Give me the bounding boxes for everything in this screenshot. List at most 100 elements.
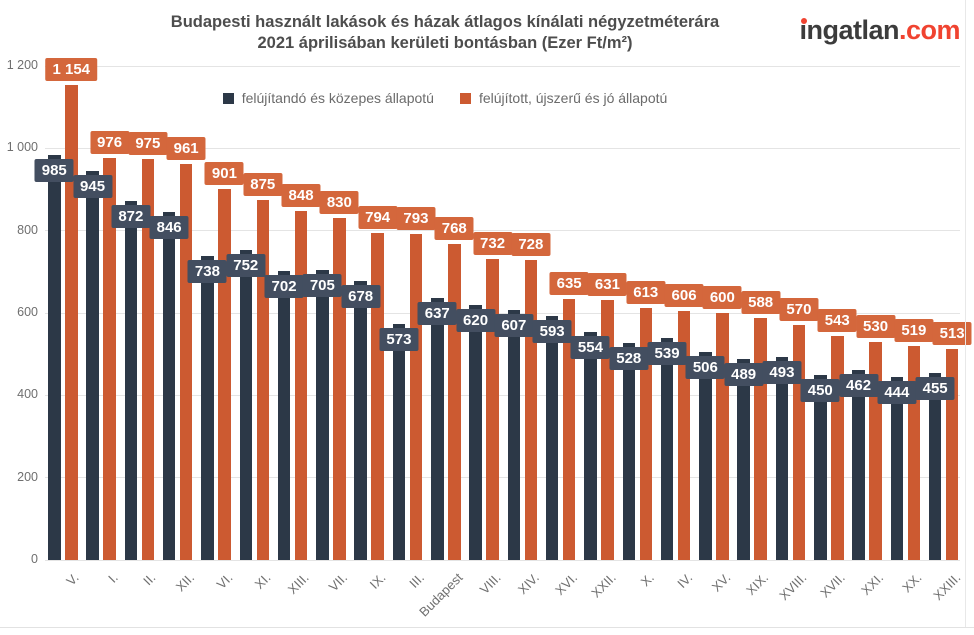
bar-value-label-orange-XV.: 600 xyxy=(702,286,742,309)
bar-dark-X. xyxy=(622,342,635,560)
bar-value-label-dark-II.: 872 xyxy=(111,205,151,229)
bar-dark-V. xyxy=(48,154,61,560)
bar-value-label-dark-VI.: 738 xyxy=(187,260,227,284)
legend-label-1: felújított, újszerű és jó állapotú xyxy=(478,90,668,106)
chart-title-line2: 2021 áprilisában kerületi bontásban (Eze… xyxy=(257,34,633,52)
bar-value-label-dark-Budapest: 637 xyxy=(417,301,457,325)
bar-value-label-orange-XVIII.: 570 xyxy=(779,298,819,322)
x-axis-label-IX.: IX. xyxy=(366,570,389,592)
bar-value-label-orange-X.: 613 xyxy=(626,280,666,304)
logo-dotless-i: ı xyxy=(799,15,807,45)
legend-entry-0: felújítandó és közepes állapotú xyxy=(222,90,434,106)
bar-orange-XVII. xyxy=(831,336,844,560)
bar-orange-II. xyxy=(141,158,155,560)
bar-dark-XXII. xyxy=(584,331,597,560)
bar-value-label-orange-XVII.: 543 xyxy=(817,309,857,333)
bar-dark-IX. xyxy=(354,280,367,560)
bar-value-label-dark-XII.: 846 xyxy=(149,215,189,239)
x-axis-label-XIX.: XIX. xyxy=(743,570,772,598)
bar-value-label-orange-XXI.: 530 xyxy=(856,314,896,338)
bar-value-label-dark-IX.: 678 xyxy=(341,284,381,308)
bar-dark-XVI. xyxy=(545,315,559,560)
y-axis-label: 1 200 xyxy=(6,58,38,72)
bar-orange-Budapest xyxy=(448,243,461,560)
logo-tld-text: .com xyxy=(898,15,961,45)
x-axis-label-XXI.: XXI. xyxy=(858,570,887,598)
image-edge-bottom xyxy=(0,627,974,628)
x-axis-label-II.: II. xyxy=(140,570,159,589)
bar-value-label-orange-XI.: 875 xyxy=(243,172,283,196)
bar-value-label-orange-VII.: 830 xyxy=(319,191,359,215)
bar-value-label-dark-IV.: 539 xyxy=(647,342,687,366)
bar-value-label-orange-XII.: 961 xyxy=(166,137,206,161)
bar-value-label-orange-VI.: 901 xyxy=(204,162,244,186)
x-axis-label-XIII.: XIII. xyxy=(284,570,312,597)
y-axis-label: 600 xyxy=(17,305,38,319)
x-axis-label-XX.: XX. xyxy=(899,570,925,596)
bar-dark-XII. xyxy=(162,211,176,560)
bar-dark-XIII. xyxy=(277,271,291,560)
bar-orange-X. xyxy=(639,307,652,560)
bar-value-label-dark-XXII.: 554 xyxy=(570,335,610,359)
bar-value-label-orange-XIX.: 588 xyxy=(741,290,781,314)
bar-value-label-orange-III.: 793 xyxy=(396,206,436,230)
bar-value-label-orange-XIII.: 848 xyxy=(281,183,321,207)
x-axis-label-XI.: XI. xyxy=(251,570,274,592)
y-axis-label: 800 xyxy=(17,222,38,237)
bar-dark-XV. xyxy=(699,351,712,560)
bar-value-label-orange-VIII.: 732 xyxy=(473,231,513,255)
y-axis-label: 0 xyxy=(31,552,38,566)
bar-value-label-dark-XVII.: 450 xyxy=(800,378,840,402)
bar-orange-XXIII. xyxy=(945,348,959,560)
bar-dark-Budapest xyxy=(431,297,444,560)
bar-orange-XVI. xyxy=(562,298,576,560)
y-axis-label: 1 000 xyxy=(6,140,38,155)
bar-value-label-orange-XXII.: 631 xyxy=(587,273,627,297)
bar-value-label-dark-XV.: 506 xyxy=(685,355,725,379)
y-axis-label: 400 xyxy=(17,387,38,402)
bar-value-label-orange-I.: 976 xyxy=(90,131,130,155)
bar-value-label-orange-IX.: 794 xyxy=(358,206,398,230)
x-axis-label-VI.: VI. xyxy=(213,570,236,592)
x-axis-label-XVI.: XVI. xyxy=(552,570,581,598)
bar-dark-XIX. xyxy=(737,358,750,560)
grid-line-800 xyxy=(45,230,960,232)
bar-value-label-orange-XIV.: 728 xyxy=(511,233,551,257)
y-axis-label: 200 xyxy=(17,469,38,484)
x-axis-label-VIII.: VIII. xyxy=(476,570,504,597)
x-axis-label-X.: X. xyxy=(637,570,657,590)
grid-line-600 xyxy=(45,312,960,314)
bar-dark-XIV. xyxy=(507,310,521,560)
bar-value-label-dark-X.: 528 xyxy=(609,346,649,370)
chart-title-line1: Budapesti használt lakások és házak átla… xyxy=(170,13,720,31)
bar-orange-III. xyxy=(409,233,423,560)
bar-value-label-dark-VII.: 705 xyxy=(302,273,342,297)
bar-value-label-orange-XX.: 519 xyxy=(894,319,934,343)
bar-value-label-dark-XVIII.: 493 xyxy=(762,361,802,385)
logo-brand-text: ıngatlan xyxy=(799,15,899,45)
x-axis-label-XXII.: XXII. xyxy=(587,570,619,601)
bar-value-label-orange-V.: 1 154 xyxy=(45,57,98,81)
bar-orange-XIII. xyxy=(294,210,308,560)
bar-orange-VIII. xyxy=(486,258,499,560)
legend-swatch-0 xyxy=(222,92,234,104)
x-axis-label-XII.: XII. xyxy=(172,570,198,595)
x-axis-label-III.: III. xyxy=(405,570,427,591)
bar-orange-I. xyxy=(103,158,116,560)
bar-value-label-dark-XIII.: 702 xyxy=(264,275,304,298)
bar-dark-VI. xyxy=(201,256,214,560)
legend-entry-1: felújított, újszerű és jó állapotú xyxy=(459,90,668,106)
grid-line-1200 xyxy=(45,65,960,67)
bar-dark-XXIII. xyxy=(928,372,942,560)
bar-value-label-orange-XXIII.: 513 xyxy=(932,321,972,345)
bar-value-label-orange-II.: 975 xyxy=(128,131,168,155)
bar-dark-II. xyxy=(124,201,138,560)
x-axis-label-XIV.: XIV. xyxy=(514,570,542,598)
bar-dark-IV. xyxy=(660,338,674,560)
bar-value-label-dark-XVI.: 593 xyxy=(532,319,572,343)
bar-dark-XVIII. xyxy=(775,357,789,560)
bar-value-label-dark-XXIII.: 455 xyxy=(915,376,955,400)
bar-orange-XIX. xyxy=(754,317,767,560)
bar-orange-VI. xyxy=(218,189,231,560)
